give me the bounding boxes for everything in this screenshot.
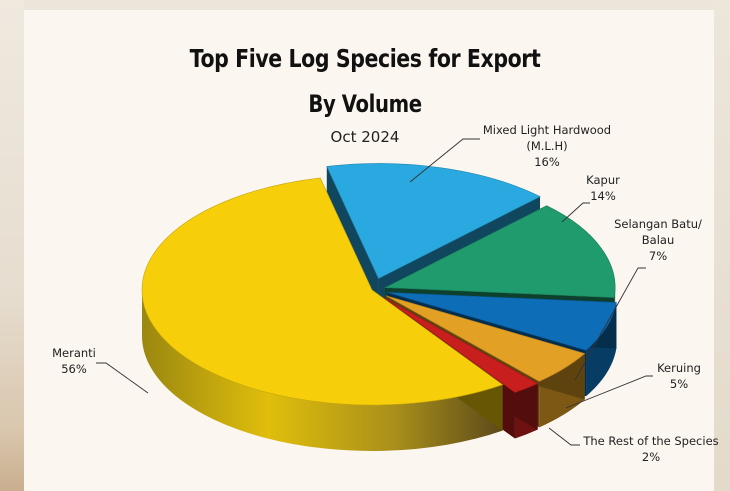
background-left xyxy=(0,0,24,491)
slice-name-label: Selangan Batu/ xyxy=(614,217,702,231)
pie-slice-selangan-batu xyxy=(387,292,617,351)
leader-line xyxy=(561,202,590,223)
leader-line xyxy=(96,362,149,394)
pie-slice-mixed-light-hardwood xyxy=(326,163,541,279)
pie-slice-keruing xyxy=(385,295,586,382)
slice-percent-label: 16% xyxy=(534,155,560,169)
slice-name-label: Kapur xyxy=(586,173,620,187)
slice-percent-label: 5% xyxy=(670,377,688,391)
chart-subtitle: Oct 2024 xyxy=(330,128,400,146)
slice-name-label: Keruing xyxy=(657,361,701,375)
leader-line xyxy=(574,267,646,381)
slice-percent-label: 56% xyxy=(61,362,87,376)
pie-slice-the-rest-of-the-species xyxy=(384,297,539,393)
pie-slice-meranti xyxy=(141,177,504,406)
leader-line xyxy=(409,138,480,183)
chart-title: Top Five Log Species for Export xyxy=(189,44,541,73)
slice-percent-label: 2% xyxy=(642,450,660,464)
slice-name-label: Mixed Light Hardwood xyxy=(483,123,611,137)
chart-title-line2: By Volume xyxy=(308,90,422,118)
pie-slice-kapur xyxy=(383,205,616,298)
slice-name-label: Balau xyxy=(642,233,674,247)
slice-percent-label: 14% xyxy=(590,189,616,203)
background-top xyxy=(0,0,730,10)
slice-percent-label: 7% xyxy=(649,249,667,263)
slice-name-label: The Rest of the Species xyxy=(582,434,718,448)
leader-line xyxy=(548,427,580,446)
leader-line xyxy=(565,375,653,409)
slice-name-label: Meranti xyxy=(52,346,96,360)
slice-name-label: (M.L.H) xyxy=(526,139,567,153)
background-right xyxy=(714,0,730,491)
pie-slice-side xyxy=(142,290,503,451)
